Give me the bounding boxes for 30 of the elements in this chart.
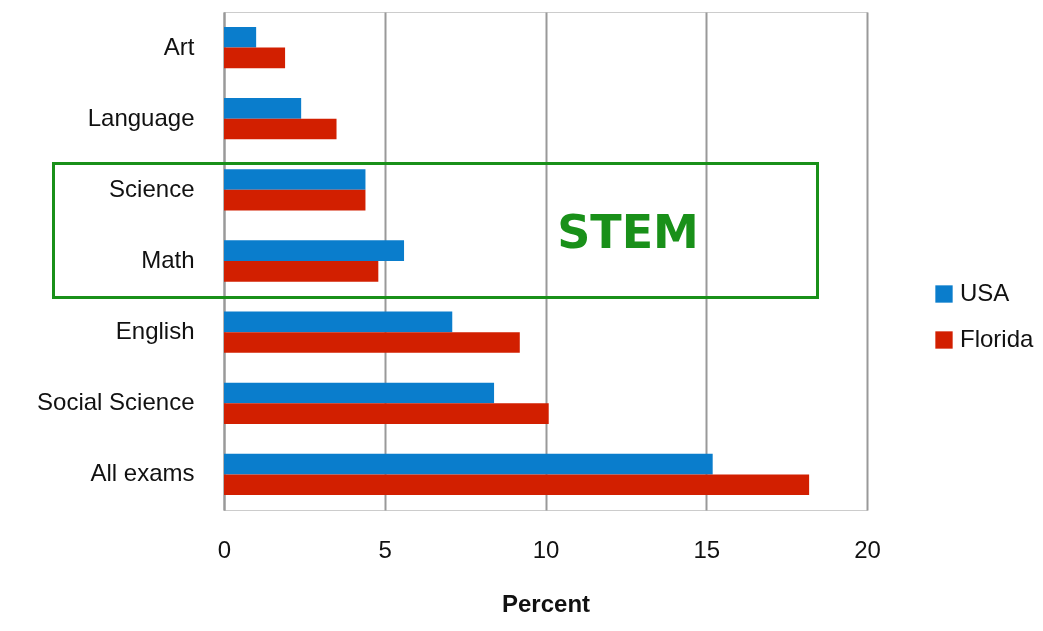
y-tick-label: All exams [90, 459, 195, 487]
y-tick-label: Language [87, 103, 195, 131]
bar [224, 118, 337, 140]
bar [224, 453, 713, 475]
y-tick-label: Math [141, 246, 195, 273]
bar [224, 240, 405, 261]
y-tick-label: Social Science [37, 388, 195, 416]
x-tick-label: 15 [693, 535, 721, 563]
x-tick-label: 5 [378, 535, 392, 563]
y-tick-label: English [115, 317, 195, 345]
legend-label: Florida [960, 325, 1035, 352]
bar [224, 311, 453, 333]
bar [224, 98, 302, 119]
x-tick-label: 20 [854, 535, 881, 563]
annotation: STEM [557, 205, 699, 259]
bar [224, 474, 810, 496]
bar [224, 169, 366, 190]
bar [224, 261, 379, 282]
x-tick-label: 10 [532, 535, 560, 563]
y-tick-label: Science [109, 174, 195, 202]
bar [224, 403, 549, 424]
bar [224, 47, 286, 69]
bar [224, 382, 495, 404]
legend-label: USA [960, 279, 1010, 306]
y-tick-label: Art [163, 32, 195, 60]
x-axis-title: Percent [501, 589, 591, 617]
x-tick-label: 0 [217, 535, 232, 563]
bar [224, 332, 520, 353]
bar [224, 189, 366, 211]
bar [224, 26, 257, 48]
